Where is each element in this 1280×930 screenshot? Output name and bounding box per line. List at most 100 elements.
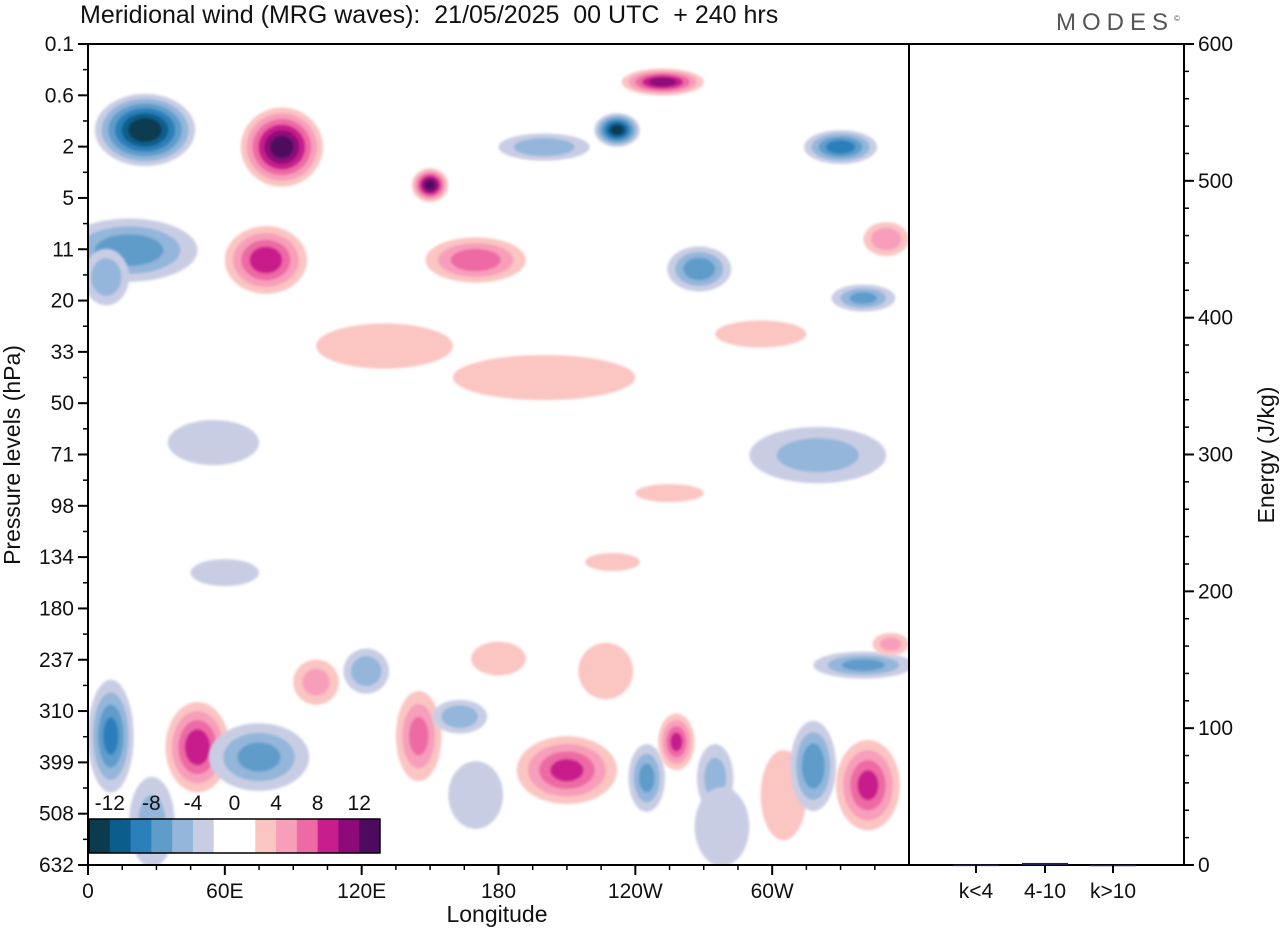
contour-level (448, 761, 504, 829)
wind-anomaly-blob (425, 237, 526, 283)
wind-anomaly-blob (872, 632, 909, 656)
wind-anomaly-blob (594, 113, 640, 147)
contour-level (351, 656, 382, 687)
energy-axis: 0 100 200 300 400 500 600 (1184, 33, 1233, 877)
y-tick-label: 11 (52, 238, 74, 261)
wind-anomaly-blob (293, 659, 339, 705)
contour-level (513, 138, 575, 157)
contour-level (134, 122, 156, 138)
wind-anomaly-blob (432, 699, 488, 734)
wind-anomaly-blob (621, 68, 704, 96)
energy-bars: k<4 4-10 k>10 (953, 862, 1136, 903)
contour-level (249, 246, 283, 274)
y-tick-label: 0.1 (45, 33, 74, 56)
wind-anomaly-blob (749, 426, 887, 484)
wind-anomaly-blob (208, 723, 310, 791)
wind-anomaly-blob (813, 651, 909, 679)
wind-anomaly-blob (804, 130, 878, 164)
wind-anomaly-blob (411, 168, 449, 203)
energy-tick-label: 100 (1198, 717, 1233, 740)
wind-anomaly-blob (790, 720, 837, 812)
contour-level (715, 320, 807, 348)
wind-anomaly-blob (88, 248, 130, 306)
energy-tick-label: 500 (1198, 170, 1233, 193)
y-tick-label: 33 (51, 341, 74, 364)
colorbar-swatch (296, 819, 319, 853)
contour-level (825, 140, 856, 154)
y-tick-label: 310 (39, 700, 74, 723)
contour-level (683, 257, 716, 281)
colorbar: -12 -8 -4 0 4 8 12 (88, 792, 381, 854)
colorbar-swatch (317, 819, 339, 853)
colorbar-swatch (192, 819, 215, 853)
colorbar-label: -8 (142, 792, 161, 815)
contour-level (879, 637, 902, 651)
wind-anomaly-blob (836, 740, 900, 831)
contour-level (870, 227, 902, 251)
contour-level (694, 787, 750, 865)
y-tick-label: 2 (62, 136, 74, 159)
wind-anomaly-blob (224, 226, 307, 294)
contour-level (441, 705, 478, 728)
contour-level (408, 716, 429, 756)
contour-level (670, 732, 683, 752)
colorbar-label: -4 (184, 792, 203, 815)
energy-category-label: 4-10 (1024, 880, 1066, 903)
contour-level (270, 135, 294, 159)
contour-level (167, 419, 260, 466)
contour-level (585, 552, 640, 572)
wind-anomaly-blob (585, 552, 640, 572)
y-tick-label: 98 (51, 495, 74, 518)
wind-anomaly-blob (190, 559, 260, 587)
x-tick-label: 60W (751, 880, 794, 903)
energy-panel-frame (908, 43, 1185, 866)
wind-anomaly-blob (635, 484, 704, 503)
contour-level (103, 717, 119, 755)
wind-anomaly-blob (628, 744, 665, 812)
energy-tick-label: 300 (1198, 444, 1233, 467)
wind-anomaly-blob (240, 107, 323, 187)
colorbar-label: -12 (95, 792, 125, 815)
contour-level (302, 668, 330, 696)
energy-tick-label: 600 (1198, 33, 1233, 56)
contour-level (776, 438, 859, 473)
x-tick-label: 180 (481, 880, 516, 903)
y-tick-label: 0.6 (45, 84, 74, 107)
x-tick-label: 120W (608, 880, 663, 903)
y-tick-label: 632 (39, 854, 74, 877)
x-axis: 0 60E 120E 180 120W 60W (82, 865, 876, 903)
contour-level (184, 729, 211, 766)
colorbar-swatch (234, 819, 256, 853)
contour-level (190, 559, 260, 587)
contour-level (471, 641, 526, 676)
contour-level (237, 742, 281, 772)
wind-anomaly-blob (578, 642, 634, 700)
wind-anomaly-blob (395, 690, 442, 782)
wind-anomaly-blob (94, 93, 196, 167)
energy-tick-label: 0 (1198, 854, 1210, 877)
contour-level (610, 125, 624, 135)
contour-level (91, 258, 122, 296)
colorbar-swatch (109, 819, 131, 853)
energy-category-label: k>10 (1090, 880, 1136, 903)
wind-anomaly-blob (88, 679, 134, 793)
energy-bar (1022, 862, 1068, 865)
colorbar-frame (88, 818, 381, 854)
energy-category-label: k<4 (959, 880, 994, 903)
wind-anomaly-blob (831, 284, 896, 312)
wind-anomaly-blob (863, 222, 909, 257)
colorbar-swatch (130, 819, 152, 853)
wind-anomaly-blob (694, 787, 750, 865)
colorbar-label: 12 (348, 792, 371, 815)
y-tick-label: 399 (39, 751, 74, 774)
contour-field (88, 68, 909, 865)
energy-tick-label: 400 (1198, 307, 1233, 330)
y-tick-label: 134 (39, 546, 74, 569)
y-tick-label: 237 (39, 649, 74, 672)
colorbar-swatch (172, 819, 194, 853)
contour-level (550, 758, 584, 782)
wind-anomaly-blob (343, 648, 390, 694)
wind-anomaly-blob (452, 354, 636, 401)
y-tick-label: 5 (62, 187, 74, 210)
